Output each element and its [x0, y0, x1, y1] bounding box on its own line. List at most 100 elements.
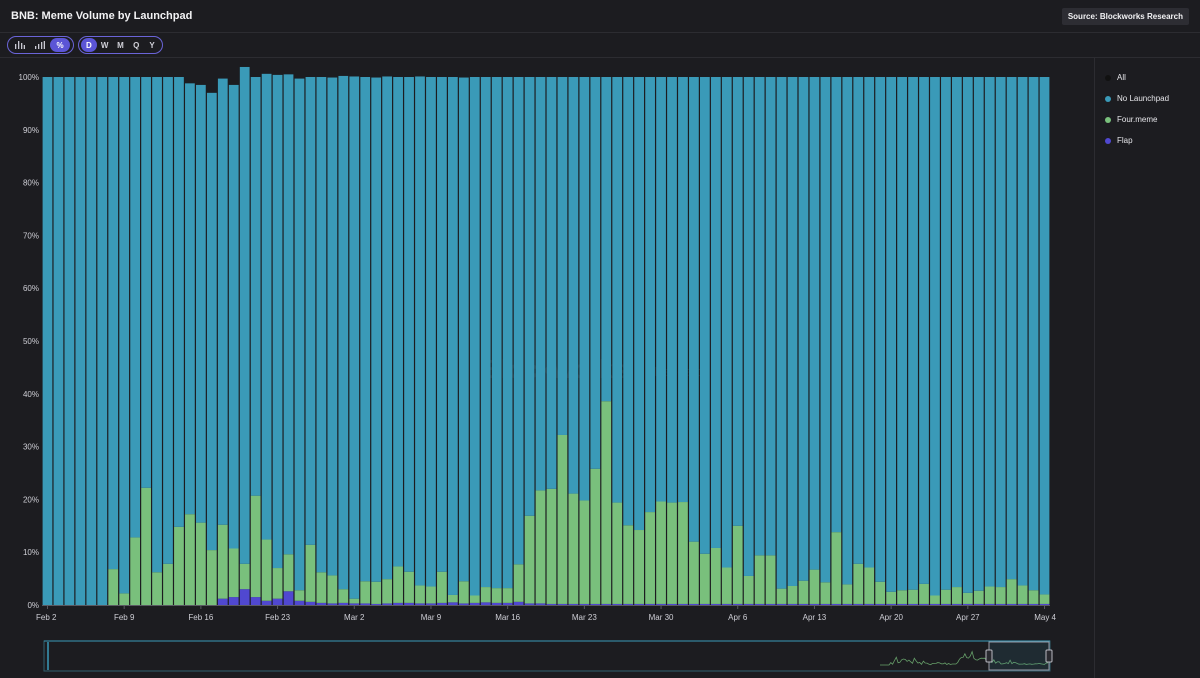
- bar-no-launchpad: [239, 66, 250, 564]
- bar-no-launchpad: [809, 77, 820, 570]
- bar-no-launchpad: [984, 77, 995, 587]
- bar-four-meme: [338, 589, 349, 603]
- bar-flap: [875, 603, 886, 605]
- bar-flap: [951, 603, 962, 605]
- bar-four-meme: [283, 554, 294, 592]
- bar-no-launchpad: [1006, 77, 1017, 580]
- bar-four-meme: [842, 584, 853, 604]
- navigator-handle-left[interactable]: [985, 649, 993, 663]
- bar-flap: [721, 603, 732, 605]
- bar-flap: [316, 602, 327, 605]
- source-badge[interactable]: Source: Blockworks Research: [1061, 8, 1189, 25]
- period-year-button[interactable]: Y: [149, 40, 155, 50]
- x-tick-label: Apr 13: [803, 613, 827, 622]
- x-tick-label: Mar 23: [572, 613, 597, 622]
- period-quarter-button[interactable]: Q: [133, 40, 140, 50]
- bar-flap: [667, 603, 677, 605]
- bar-no-launchpad: [469, 77, 480, 596]
- y-tick-label: 80%: [23, 179, 39, 188]
- bar-four-meme: [1028, 590, 1039, 604]
- bar-chart-view-button[interactable]: [10, 38, 30, 52]
- bar-flap: [842, 603, 853, 605]
- bar-flap: [513, 601, 524, 605]
- bar-four-meme: [623, 525, 634, 604]
- bar-flap: [798, 603, 809, 605]
- legend-item-all[interactable]: All: [1105, 67, 1169, 88]
- bar-flap: [634, 603, 645, 605]
- bar-no-launchpad: [787, 77, 798, 586]
- bar-no-launchpad: [853, 77, 864, 564]
- navigator-handle-right[interactable]: [1045, 649, 1053, 663]
- bar-four-meme: [185, 514, 195, 605]
- bar-four-meme: [908, 589, 918, 604]
- bar-flap: [962, 603, 973, 605]
- legend: All No Launchpad Four.meme Flap: [1105, 67, 1169, 151]
- legend-dot: [1105, 95, 1111, 102]
- bar-no-launchpad: [732, 77, 743, 526]
- bar-no-launchpad: [42, 77, 53, 605]
- bar-four-meme: [294, 590, 305, 601]
- bar-flap: [568, 603, 579, 605]
- bar-no-launchpad: [217, 78, 228, 525]
- y-tick-label: 40%: [23, 390, 39, 399]
- bar-no-launchpad: [163, 77, 173, 564]
- bar-flap: [1039, 603, 1050, 605]
- bar-no-launchpad: [75, 77, 86, 605]
- bar-no-launchpad: [721, 77, 732, 568]
- legend-item-four-meme[interactable]: Four.meme: [1105, 109, 1169, 130]
- legend-dot: [1105, 74, 1111, 81]
- bar-no-launchpad: [908, 77, 918, 590]
- bar-flap: [645, 603, 655, 605]
- bar-no-launchpad: [338, 75, 349, 590]
- bar-no-launchpad: [535, 77, 546, 491]
- bar-flap: [699, 603, 710, 605]
- bar-no-launchpad: [689, 77, 699, 542]
- legend-dot: [1105, 137, 1111, 144]
- legend-label: All: [1117, 73, 1126, 82]
- bar-no-launchpad: [502, 77, 513, 589]
- bar-no-launchpad: [962, 77, 973, 593]
- period-week-button[interactable]: W: [100, 40, 109, 50]
- bar-no-launchpad: [568, 77, 579, 494]
- legend-panel: All No Launchpad Four.meme Flap: [1094, 58, 1200, 678]
- bar-flap: [601, 603, 612, 605]
- bar-flap: [612, 603, 623, 605]
- bar-four-meme: [743, 575, 754, 604]
- bar-no-launchpad: [864, 77, 875, 568]
- bar-four-meme: [820, 582, 831, 604]
- bar-no-launchpad: [108, 77, 119, 570]
- bar-four-meme: [305, 544, 316, 602]
- bar-no-launchpad: [458, 77, 469, 582]
- stacked-bar-view-button[interactable]: [30, 38, 50, 52]
- bar-flap: [820, 603, 831, 605]
- bar-four-meme: [754, 555, 765, 604]
- percent-view-button[interactable]: %: [50, 38, 70, 52]
- bar-no-launchpad: [546, 77, 557, 489]
- bar-no-launchpad: [86, 77, 97, 605]
- bar-flap: [776, 603, 787, 605]
- period-month-button[interactable]: M: [117, 40, 124, 50]
- x-tick-label: Mar 2: [344, 613, 365, 622]
- legend-item-no-launchpad[interactable]: No Launchpad: [1105, 88, 1169, 109]
- bar-four-meme: [689, 541, 699, 604]
- bar-no-launchpad: [250, 77, 261, 496]
- stacked-bar-icon: [35, 41, 45, 49]
- bar-flap: [469, 602, 480, 605]
- bar-no-launchpad: [798, 77, 809, 581]
- bar-flap: [623, 603, 634, 605]
- y-tick-label: 60%: [23, 284, 39, 293]
- bar-no-launchpad: [130, 77, 141, 538]
- x-tick-label: Mar 30: [649, 613, 674, 622]
- bar-no-launchpad: [415, 76, 425, 586]
- bar-four-meme: [513, 564, 524, 602]
- bar-four-meme: [458, 581, 469, 604]
- legend-item-flap[interactable]: Flap: [1105, 130, 1169, 151]
- bar-four-meme: [831, 532, 842, 604]
- bar-four-meme: [217, 524, 228, 599]
- bar-flap: [524, 603, 535, 605]
- bar-four-meme: [130, 537, 141, 605]
- period-day-button[interactable]: D: [81, 38, 97, 52]
- bar-flap: [250, 597, 261, 605]
- bar-four-meme: [261, 539, 272, 601]
- bar-flap: [656, 603, 666, 605]
